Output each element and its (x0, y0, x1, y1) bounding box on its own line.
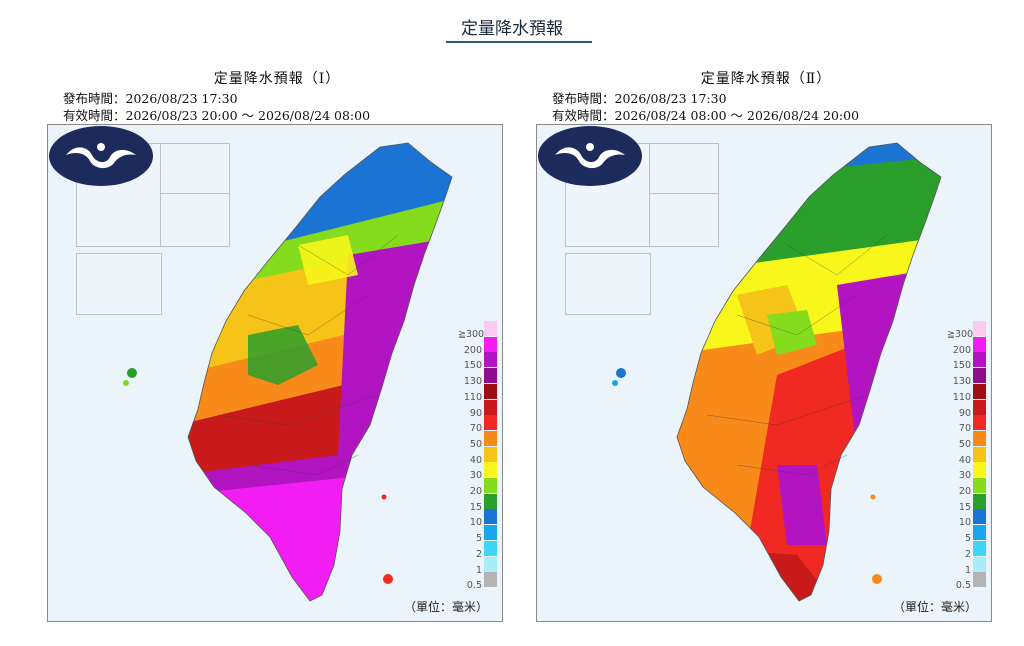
legend-label: 50 (469, 438, 482, 450)
legend-label: 50 (958, 438, 971, 450)
legend-swatch (484, 525, 497, 541)
legend-swatch (484, 399, 497, 415)
legend-swatch (973, 446, 986, 462)
legend-label: 1 (475, 564, 482, 576)
legend-label: 10 (469, 517, 482, 529)
legend-label: 10 (958, 517, 971, 529)
legend-swatch (484, 572, 497, 588)
legend-label: ≧300 (458, 329, 485, 340)
legend-swatch (973, 430, 986, 446)
legend-label: 40 (469, 454, 482, 466)
legend-swatch (973, 368, 986, 384)
legend-swatch (484, 383, 497, 399)
legend-swatch (484, 540, 497, 556)
legend-label: ≧300 (947, 329, 974, 340)
legend-label: 2 (475, 548, 482, 560)
legend-swatch (973, 321, 986, 336)
legend-swatch (973, 556, 986, 572)
legend-swatch (973, 540, 986, 556)
rainfall-legend: ≧300 200 150 130 110 90 70 50 40 30 20 15 10 5 2 1 0.5 (458, 321, 502, 601)
title-underline (446, 41, 592, 43)
legend-swatch (973, 383, 986, 399)
valid-time: 有效時間：2026/08/23 20:00 ～ 2026/08/24 08:00 (63, 108, 371, 123)
legend-swatch (973, 478, 986, 493)
taiwan-rainfall-svg (612, 142, 942, 602)
legend-swatch (484, 352, 497, 368)
legend-label: 2 (964, 548, 971, 560)
inset-kinmen (565, 253, 651, 315)
rainfall-map[interactable]: ≧300 200 150 130 110 90 70 50 40 30 20 15 10 5 2 1 0.5 （… (536, 124, 992, 622)
legend-swatch (973, 336, 986, 352)
taiwan-rainfall-svg (123, 142, 453, 602)
legend-label: 30 (469, 470, 482, 482)
legend-label: 1 (964, 564, 971, 576)
legend-swatch (484, 556, 497, 572)
legend-swatch (973, 462, 986, 478)
rainfall-map[interactable]: ≧300 200 150 130 110 90 70 50 40 30 20 15 10 5 2 1 0.5 （… (47, 124, 503, 622)
legend-label: 30 (958, 470, 971, 482)
legend-label: 15 (469, 501, 482, 513)
legend-swatch (484, 478, 497, 493)
issue-time: 發布時間：2026/08/23 17:30 (552, 91, 727, 106)
legend-swatch (484, 462, 497, 478)
panel-header: 定量降水預報（Ⅱ） 發布時間：2026/08/23 17:30 有效時間：202… (536, 66, 996, 124)
map-title: 定量降水預報（Ⅰ） (213, 71, 341, 87)
inset-dongyin (649, 143, 719, 195)
legend-swatch (484, 446, 497, 462)
legend-swatch (973, 399, 986, 415)
legend-label: 20 (469, 486, 482, 497)
cwa-logo (538, 126, 642, 186)
legend-label: 110 (952, 391, 971, 403)
legend-swatch (973, 509, 986, 525)
legend-label: 150 (463, 360, 482, 372)
legend-label: 15 (958, 501, 971, 513)
inset-kinmen (76, 253, 162, 315)
legend-label: 5 (964, 533, 971, 545)
legend-label: 130 (463, 376, 482, 388)
map-title: 定量降水預報（Ⅱ） (700, 71, 832, 87)
legend-swatch (973, 415, 986, 431)
legend-swatch (973, 352, 986, 368)
legend-label: 70 (469, 423, 482, 435)
legend-label: 0.5 (466, 580, 482, 592)
unit-label: （單位：毫米） (892, 600, 977, 614)
legend-label: 130 (952, 376, 971, 388)
legend-swatch (484, 493, 497, 509)
legend-label: 90 (958, 407, 971, 419)
cwa-logo (49, 126, 153, 186)
legend-swatch (973, 525, 986, 541)
legend-label: 150 (952, 360, 971, 372)
panel-header: 定量降水預報（Ⅰ） 發布時間：2026/08/23 17:30 有效時間：202… (47, 66, 507, 124)
legend-label: 70 (958, 423, 971, 435)
legend-swatch (484, 336, 497, 352)
legend-swatch (484, 415, 497, 431)
forecast-panel-2: 定量降水預報（Ⅱ） 發布時間：2026/08/23 17:30 有效時間：202… (536, 66, 996, 626)
legend-label: 110 (463, 391, 482, 403)
rainfall-legend: ≧300 200 150 130 110 90 70 50 40 30 20 15 10 5 2 1 0.5 (947, 321, 991, 601)
legend-label: 0.5 (955, 580, 971, 592)
forecast-panel-1: 定量降水預報（Ⅰ） 發布時間：2026/08/23 17:30 有效時間：202… (47, 66, 507, 626)
legend-swatch (484, 368, 497, 384)
legend-label: 200 (952, 344, 971, 356)
inset-juguang (160, 193, 230, 247)
rain-zones (677, 143, 941, 601)
legend-label: 5 (475, 533, 482, 545)
legend-label: 90 (469, 407, 482, 419)
legend-label: 20 (958, 486, 971, 497)
inset-juguang (649, 193, 719, 247)
legend-swatch (484, 321, 497, 336)
issue-time: 發布時間：2026/08/23 17:30 (63, 91, 238, 106)
page-title: 定量降水預報 (461, 19, 563, 39)
valid-time: 有效時間：2026/08/24 08:00 ～ 2026/08/24 20:00 (552, 108, 860, 123)
legend-swatch (973, 572, 986, 588)
legend-swatch (973, 493, 986, 509)
legend-swatch (484, 430, 497, 446)
legend-label: 40 (958, 454, 971, 466)
unit-label: （單位：毫米） (403, 600, 488, 614)
legend-label: 200 (463, 344, 482, 356)
legend-swatch (484, 509, 497, 525)
rain-zones (188, 143, 452, 601)
